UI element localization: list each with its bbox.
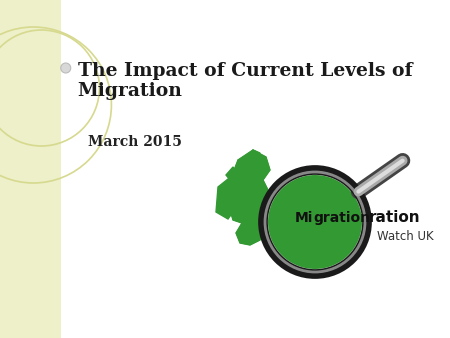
Text: gration: gration [313, 211, 370, 225]
Polygon shape [230, 150, 270, 245]
Text: The Impact of Current Levels of: The Impact of Current Levels of [78, 62, 412, 80]
Text: Watch UK: Watch UK [377, 230, 434, 242]
Bar [0, 0, 61, 338]
Polygon shape [216, 179, 240, 219]
Text: March 2015: March 2015 [88, 135, 182, 149]
Polygon shape [246, 150, 260, 163]
Text: ration: ration [369, 211, 421, 225]
Circle shape [268, 175, 362, 269]
Text: Migration: Migration [78, 82, 183, 100]
Polygon shape [226, 167, 238, 180]
Text: Mi: Mi [295, 211, 313, 225]
Circle shape [61, 63, 71, 73]
